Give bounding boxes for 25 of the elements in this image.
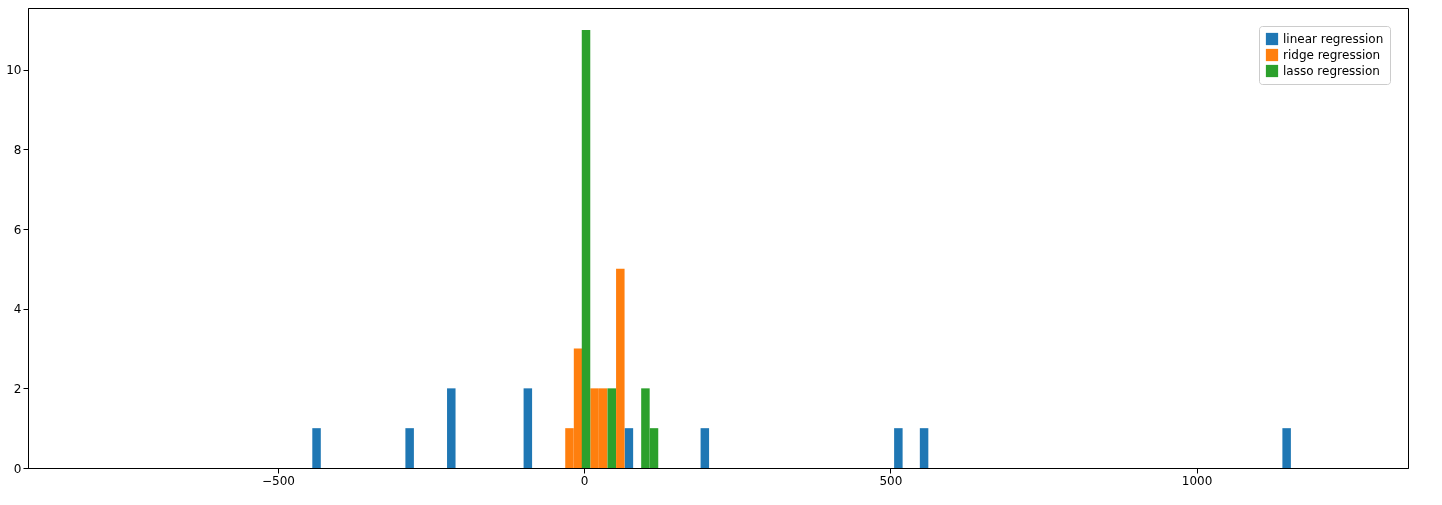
bar [405, 428, 414, 468]
x-tick-label: 500 [879, 473, 903, 488]
y-tick-label: 4 [13, 302, 22, 317]
legend-label: ridge regression [1283, 48, 1381, 62]
bar [581, 29, 591, 468]
y-tick-label: 10 [6, 63, 22, 78]
bar [1282, 428, 1291, 468]
y-tick-label: 6 [13, 222, 22, 237]
x-tick-label: 1000 [1181, 473, 1213, 488]
legend-label: lasso regression [1283, 64, 1380, 78]
y-tick-label: 0 [13, 461, 22, 476]
bar [523, 388, 533, 468]
bar [607, 388, 616, 468]
bar [616, 268, 625, 468]
bar [447, 388, 456, 468]
x-tick-label: 0 [580, 473, 589, 488]
bar [700, 428, 710, 468]
y-tick-label: 2 [13, 381, 22, 396]
bar [312, 428, 321, 468]
y-tick-label: 8 [13, 142, 22, 157]
bar [919, 428, 929, 468]
bar [624, 428, 634, 468]
legend-label: linear regression [1283, 32, 1384, 46]
x-tick-label: −500 [261, 473, 295, 488]
bar [894, 428, 903, 468]
